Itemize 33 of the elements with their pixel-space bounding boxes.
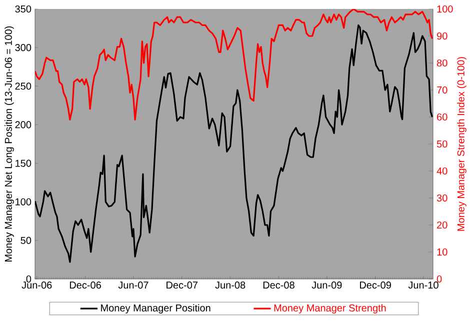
y2-tick-label: 70 (437, 86, 448, 94)
y-tick-label: 100 (16, 198, 32, 206)
y2-tick-label: 100 (437, 5, 453, 13)
y-tick-label: 300 (15, 44, 32, 52)
y-tick-label: 250 (15, 82, 32, 90)
y2-tick-label: 30 (436, 194, 448, 202)
legend-label: Money Manager Position (101, 304, 210, 314)
y-tick-label: 0 (26, 275, 32, 283)
y2-tick-label: 40 (436, 167, 448, 175)
x-tick-label: Jun-09 (312, 282, 342, 289)
y-axis-title: Money Manager Net Long Position (13-Jun-06 = 100) (4, 26, 14, 262)
y2-tick-label: 50 (436, 140, 448, 148)
y2-tick-label: 80 (436, 59, 448, 67)
y-tick-label: 200 (15, 121, 32, 128)
legend-label: Money Manager Strength (274, 304, 386, 314)
y-tick-label: 50 (20, 236, 32, 244)
y2-tick-label: 20 (437, 221, 448, 229)
x-tick-label: Jun-07 (118, 282, 148, 289)
x-tick-label: Dec-08 (263, 282, 294, 289)
y2-tick-label: 0 (436, 275, 442, 283)
line-series (35, 24, 434, 263)
x-tick-label: Dec-09 (360, 282, 391, 289)
x-tick-label: Jun-10 (408, 282, 438, 289)
y2-tick-label: 60 (437, 113, 448, 121)
y-tick-label: 350 (15, 5, 32, 13)
x-tick-label: Dec-06 (70, 282, 101, 289)
y-tick-label: 150 (16, 160, 32, 167)
y2-axis-title: Money Manager Strength Index (0-100) (457, 57, 466, 231)
x-tick-label: Jun-08 (215, 282, 246, 289)
x-tick-label: Dec-07 (166, 282, 198, 289)
y2-tick-label: 10 (437, 248, 448, 256)
x-tick-label: Jun-06 (22, 282, 52, 289)
y2-tick-label: 90 (437, 32, 448, 40)
